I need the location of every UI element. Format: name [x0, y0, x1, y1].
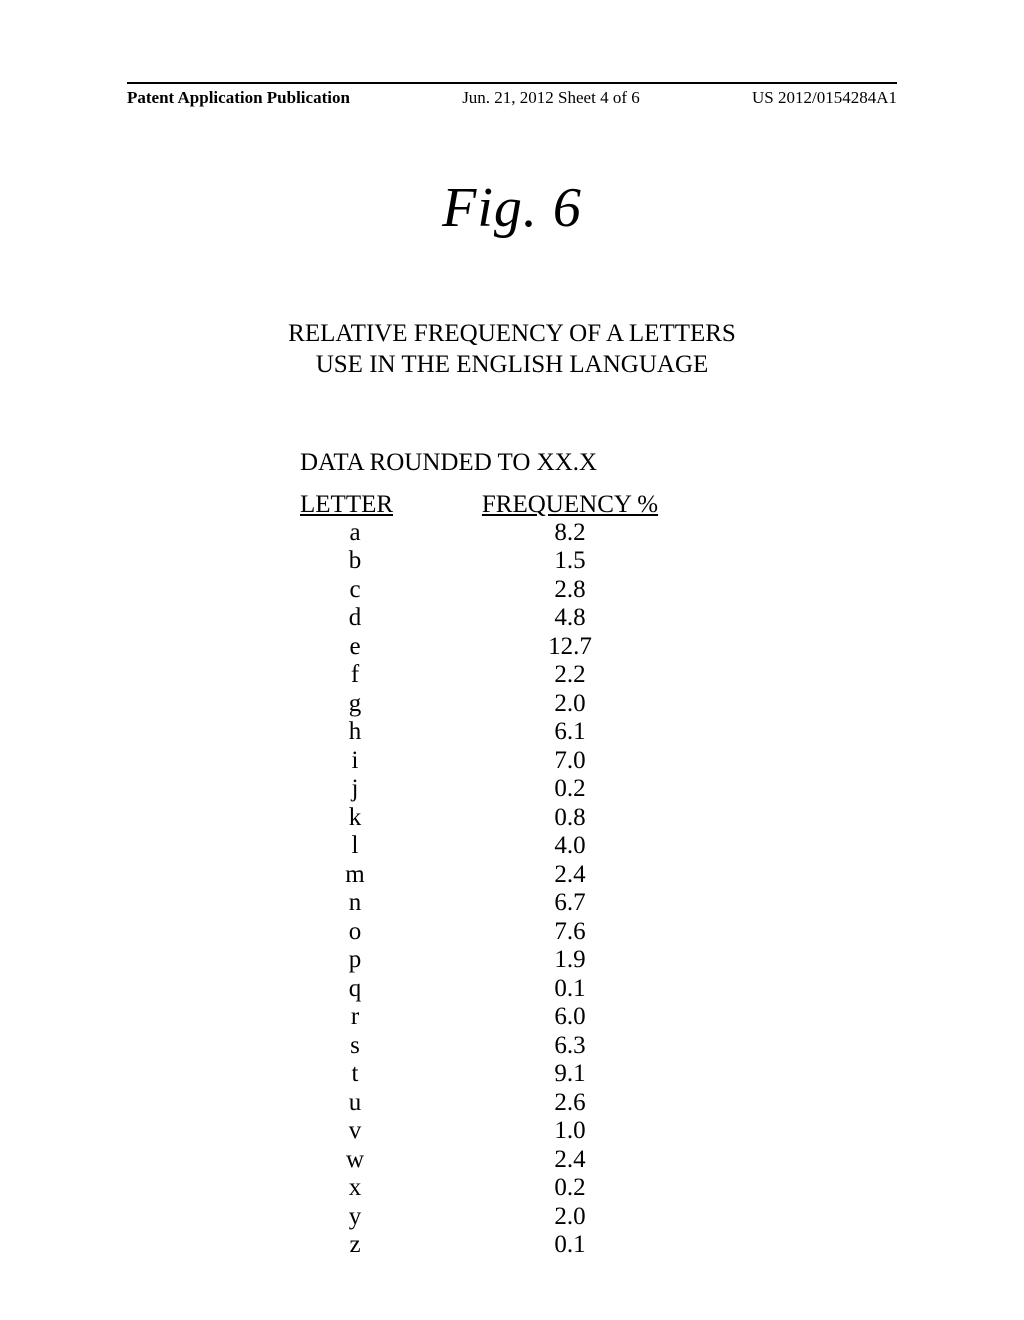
cell-letter: h [300, 718, 410, 747]
cell-frequency: 6.0 [450, 1003, 690, 1032]
cell-letter: x [300, 1174, 410, 1203]
cell-letter: f [300, 661, 410, 690]
cell-frequency: 0.1 [450, 1231, 690, 1260]
cell-letter: o [300, 918, 410, 947]
cell-frequency: 7.0 [450, 747, 690, 776]
cell-letter: b [300, 547, 410, 576]
cell-letter: y [300, 1203, 410, 1232]
table-row: l 4.0 [300, 832, 1024, 861]
cell-frequency: 0.2 [450, 1174, 690, 1203]
cell-letter: c [300, 576, 410, 605]
table-row: i 7.0 [300, 747, 1024, 776]
cell-letter: d [300, 604, 410, 633]
cell-letter: i [300, 747, 410, 776]
cell-frequency: 0.2 [450, 775, 690, 804]
cell-letter: l [300, 832, 410, 861]
table-row: o 7.6 [300, 918, 1024, 947]
cell-frequency: 0.1 [450, 975, 690, 1004]
figure-title: RELATIVE FREQUENCY OF A LETTERS USE IN T… [0, 318, 1024, 381]
table-row: x 0.2 [300, 1174, 1024, 1203]
header-right: US 2012/0154284A1 [752, 88, 897, 108]
title-line-2: USE IN THE ENGLISH LANGUAGE [0, 349, 1024, 380]
table-row: q 0.1 [300, 975, 1024, 1004]
cell-letter: u [300, 1089, 410, 1118]
table-header-row: LETTER FREQUENCY % [300, 491, 1024, 519]
table-row: y 2.0 [300, 1203, 1024, 1232]
header-row: Patent Application Publication Jun. 21, … [127, 88, 897, 108]
cell-frequency: 2.4 [450, 861, 690, 890]
header-center: Jun. 21, 2012 Sheet 4 of 6 [462, 88, 640, 108]
table-row: m 2.4 [300, 861, 1024, 890]
cell-letter: t [300, 1060, 410, 1089]
table-body: a 8.2 b 1.5 c 2.8 d 4.8 e 12.7 f 2.2 g 2.0 h 6.1 i 7.0 j 0.… [300, 519, 1024, 1260]
cell-letter: z [300, 1231, 410, 1260]
cell-frequency: 2.2 [450, 661, 690, 690]
cell-letter: g [300, 690, 410, 719]
cell-letter: a [300, 519, 410, 548]
table-row: a 8.2 [300, 519, 1024, 548]
header-left: Patent Application Publication [127, 88, 350, 108]
cell-letter: r [300, 1003, 410, 1032]
table-row: k 0.8 [300, 804, 1024, 833]
cell-letter: e [300, 633, 410, 662]
title-line-1: RELATIVE FREQUENCY OF A LETTERS [0, 318, 1024, 349]
cell-letter: n [300, 889, 410, 918]
table-row: f 2.2 [300, 661, 1024, 690]
header-rule [127, 82, 897, 84]
table-row: h 6.1 [300, 718, 1024, 747]
cell-frequency: 2.4 [450, 1146, 690, 1175]
patent-page: Patent Application Publication Jun. 21, … [0, 0, 1024, 1320]
cell-frequency: 0.8 [450, 804, 690, 833]
table-row: b 1.5 [300, 547, 1024, 576]
cell-frequency: 9.1 [450, 1060, 690, 1089]
cell-frequency: 7.6 [450, 918, 690, 947]
cell-letter: k [300, 804, 410, 833]
table-row: z 0.1 [300, 1231, 1024, 1260]
table-row: u 2.6 [300, 1089, 1024, 1118]
table-row: r 6.0 [300, 1003, 1024, 1032]
table-row: c 2.8 [300, 576, 1024, 605]
table-row: n 6.7 [300, 889, 1024, 918]
figure-label: Fig. 6 [0, 176, 1024, 240]
cell-frequency: 6.1 [450, 718, 690, 747]
frequency-table: LETTER FREQUENCY % a 8.2 b 1.5 c 2.8 d 4.8 e 12.7… [300, 491, 1024, 1260]
cell-frequency: 1.5 [450, 547, 690, 576]
cell-frequency: 12.7 [450, 633, 690, 662]
cell-frequency: 4.0 [450, 832, 690, 861]
cell-frequency: 6.3 [450, 1032, 690, 1061]
cell-frequency: 2.8 [450, 576, 690, 605]
cell-letter: s [300, 1032, 410, 1061]
cell-frequency: 8.2 [450, 519, 690, 548]
table-row: v 1.0 [300, 1117, 1024, 1146]
cell-frequency: 1.9 [450, 946, 690, 975]
cell-frequency: 2.0 [450, 690, 690, 719]
cell-frequency: 1.0 [450, 1117, 690, 1146]
cell-frequency: 2.0 [450, 1203, 690, 1232]
cell-frequency: 4.8 [450, 604, 690, 633]
cell-frequency: 6.7 [450, 889, 690, 918]
cell-letter: m [300, 861, 410, 890]
table-row: g 2.0 [300, 690, 1024, 719]
table-row: s 6.3 [300, 1032, 1024, 1061]
cell-letter: j [300, 775, 410, 804]
table-row: p 1.9 [300, 946, 1024, 975]
table-row: t 9.1 [300, 1060, 1024, 1089]
cell-letter: v [300, 1117, 410, 1146]
data-rounded-note: DATA ROUNDED TO XX.X [300, 449, 1024, 477]
col-header-letter: LETTER [300, 491, 410, 519]
cell-letter: q [300, 975, 410, 1004]
table-row: j 0.2 [300, 775, 1024, 804]
cell-frequency: 2.6 [450, 1089, 690, 1118]
cell-letter: p [300, 946, 410, 975]
table-row: d 4.8 [300, 604, 1024, 633]
col-header-frequency: FREQUENCY % [450, 491, 690, 519]
table-row: e 12.7 [300, 633, 1024, 662]
table-row: w 2.4 [300, 1146, 1024, 1175]
cell-letter: w [300, 1146, 410, 1175]
